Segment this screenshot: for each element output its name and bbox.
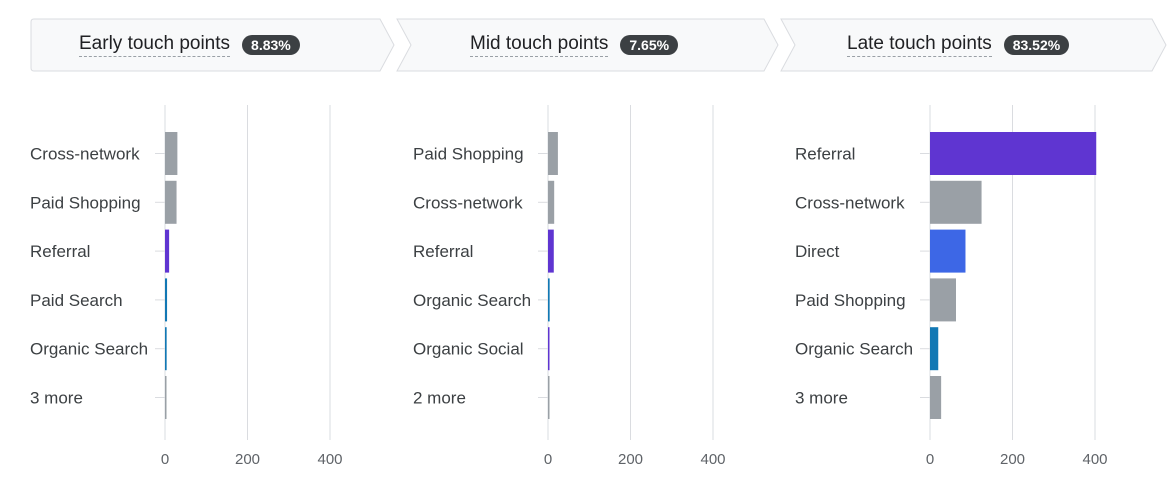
stage-title[interactable]: Late touch points — [847, 33, 992, 57]
x-tick-label: 400 — [317, 451, 342, 468]
x-tick-label: 0 — [161, 451, 169, 468]
bar[interactable] — [165, 229, 170, 273]
stage-mid-touch-points[interactable]: Mid touch points 7.65% — [396, 18, 780, 72]
stage-chevron-shape — [396, 18, 779, 72]
x-tick-label: 0 — [926, 451, 934, 468]
x-tick-label: 200 — [235, 451, 260, 468]
bar[interactable] — [930, 132, 1097, 175]
bar-chart-mid: 0 200 400 Paid Shopping Cross-network Referra… — [413, 105, 726, 468]
stage-early-touch-points[interactable]: Early touch points 8.83% — [30, 18, 396, 72]
category-label: Paid Shopping — [30, 193, 141, 212]
category-label: Organic Search — [413, 291, 531, 310]
bar[interactable] — [548, 132, 558, 175]
category-label: 2 more — [413, 389, 466, 408]
bar[interactable] — [548, 180, 555, 224]
x-tick-label: 0 — [544, 451, 552, 468]
category-label: Paid Search — [30, 291, 123, 310]
category-label: Cross-network — [413, 193, 523, 212]
stage-late-touch-points[interactable]: Late touch points 83.52% — [780, 18, 1168, 72]
bar[interactable] — [548, 327, 550, 371]
category-label: Organic Search — [795, 340, 913, 359]
x-tick-label: 200 — [618, 451, 643, 468]
x-tick-label: 400 — [1082, 451, 1107, 468]
category-label: Organic Search — [30, 340, 148, 359]
stage-title[interactable]: Early touch points — [79, 33, 231, 57]
bar[interactable] — [165, 278, 168, 322]
bar-chart-early: 0 200 400 Cross-network Paid Shopping Referra… — [30, 105, 343, 468]
stage-share-badge: 8.83% — [242, 35, 300, 55]
category-label: Organic Social — [413, 340, 524, 359]
stage-title[interactable]: Mid touch points — [470, 33, 609, 57]
stage-label-group: Early touch points 8.83% — [79, 18, 300, 72]
bar[interactable] — [930, 229, 966, 273]
bar[interactable] — [165, 376, 167, 419]
x-tick-label: 400 — [700, 451, 725, 468]
category-label: Direct — [795, 242, 840, 261]
stage-share-badge: 7.65% — [620, 35, 679, 55]
category-label: 3 more — [30, 389, 83, 408]
category-label: Referral — [30, 242, 90, 261]
stage-chevron-shape — [780, 18, 1167, 72]
stage-chevron-shape — [30, 18, 395, 72]
category-label: Paid Shopping — [795, 291, 906, 310]
stage-label-group: Mid touch points 7.65% — [470, 18, 679, 72]
bar[interactable] — [165, 180, 177, 224]
bar[interactable] — [548, 229, 554, 273]
category-label: 3 more — [795, 389, 848, 408]
category-label: Paid Shopping — [413, 145, 524, 164]
category-label: Referral — [795, 145, 855, 164]
category-label: Cross-network — [30, 145, 140, 164]
stage-share-badge: 83.52% — [1003, 35, 1070, 55]
x-tick-label: 200 — [1000, 451, 1025, 468]
bar[interactable] — [930, 180, 982, 224]
bar[interactable] — [165, 327, 167, 371]
category-label: Cross-network — [795, 193, 905, 212]
bar[interactable] — [548, 278, 550, 322]
bar[interactable] — [930, 327, 939, 371]
bar[interactable] — [930, 376, 942, 419]
bar-chart-late: 0 200 400 Referral Cross-network Direct Paid S… — [795, 105, 1108, 468]
bar[interactable] — [548, 376, 550, 419]
bar[interactable] — [165, 132, 178, 175]
stage-label-group: Late touch points 83.52% — [847, 18, 1070, 72]
bar[interactable] — [930, 278, 956, 322]
category-label: Referral — [413, 242, 473, 261]
